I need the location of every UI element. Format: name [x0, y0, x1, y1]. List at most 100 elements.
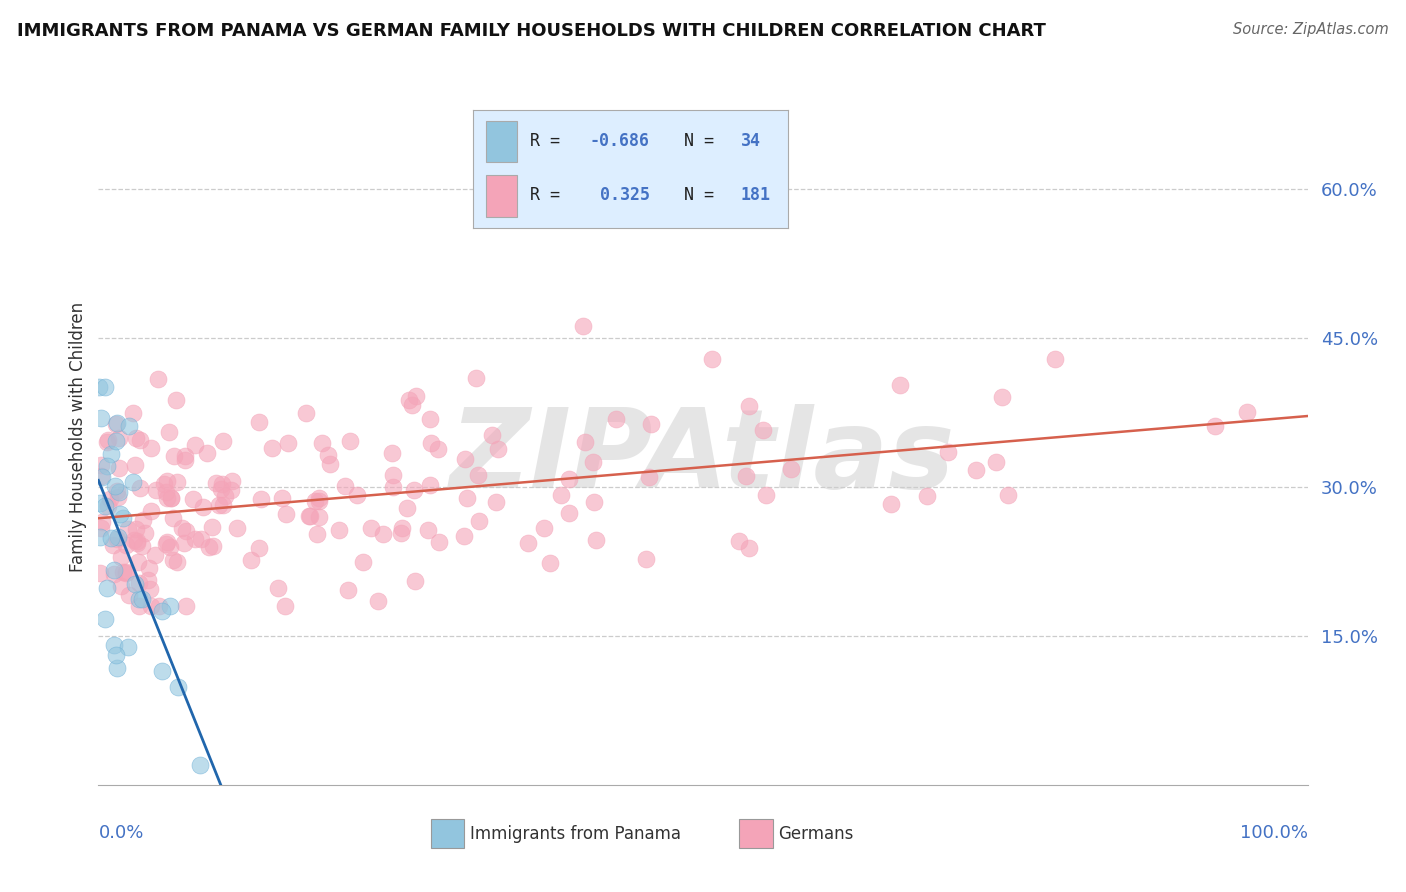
Point: [190, 532, 212, 546]
Point: [141, 504, 163, 518]
Point: [250, 492, 273, 507]
Point: [267, 581, 290, 595]
Point: [247, 541, 270, 555]
Point: [240, 553, 263, 567]
Point: [308, 494, 330, 508]
Point: [201, 539, 224, 553]
Point: [316, 448, 339, 462]
Point: [128, 575, 150, 590]
Point: [127, 533, 149, 548]
Point: [124, 577, 146, 591]
Point: [335, 479, 357, 493]
Point: [108, 461, 131, 475]
Point: [115, 538, 138, 552]
Point: [104, 479, 127, 493]
Point: [139, 441, 162, 455]
Point: [700, 351, 723, 366]
Point: [389, 526, 412, 541]
Point: [404, 574, 426, 589]
Point: [990, 390, 1012, 404]
Point: [105, 416, 128, 430]
Point: [134, 526, 156, 541]
Point: [304, 493, 326, 508]
Point: [381, 446, 404, 460]
Point: [308, 491, 330, 506]
Point: [155, 484, 177, 499]
Point: [150, 604, 173, 618]
Point: [105, 484, 128, 499]
Point: [754, 488, 776, 502]
Point: [105, 661, 128, 675]
Point: [131, 539, 153, 553]
Point: [90, 468, 112, 483]
Point: [276, 507, 298, 521]
Point: [585, 533, 607, 548]
Point: [174, 453, 197, 467]
Point: [195, 446, 218, 460]
Point: [1236, 405, 1258, 419]
Point: [181, 492, 204, 507]
Point: [148, 372, 170, 386]
Point: [538, 556, 561, 570]
Point: [162, 511, 184, 525]
Point: [156, 491, 179, 505]
Point: [163, 449, 186, 463]
Point: [557, 472, 579, 486]
Point: [105, 533, 128, 547]
Point: [209, 483, 232, 497]
Point: [141, 599, 163, 613]
Point: [90, 411, 112, 425]
Point: [997, 487, 1019, 501]
Text: 0.0%: 0.0%: [98, 824, 143, 842]
Point: [936, 444, 959, 458]
Text: Source: ZipAtlas.com: Source: ZipAtlas.com: [1233, 22, 1389, 37]
Point: [889, 378, 911, 392]
Point: [188, 758, 211, 772]
Point: [89, 530, 111, 544]
Point: [456, 491, 478, 506]
Point: [572, 318, 595, 333]
Point: [311, 436, 333, 450]
Point: [110, 550, 132, 565]
Point: [319, 457, 342, 471]
Point: [465, 370, 488, 384]
Text: 100.0%: 100.0%: [1240, 824, 1308, 842]
Point: [184, 532, 207, 546]
Point: [111, 511, 134, 525]
Point: [100, 531, 122, 545]
Point: [103, 638, 125, 652]
Point: [636, 552, 658, 566]
Point: [734, 468, 756, 483]
Point: [605, 412, 627, 426]
Point: [167, 680, 190, 694]
Point: [127, 536, 149, 550]
Point: [328, 524, 350, 538]
Point: [138, 561, 160, 575]
Point: [485, 495, 508, 509]
Point: [191, 500, 214, 514]
Point: [420, 435, 443, 450]
Point: [339, 434, 361, 449]
Point: [93, 499, 115, 513]
Point: [173, 536, 195, 550]
Point: [136, 573, 159, 587]
Point: [96, 434, 118, 449]
Point: [124, 431, 146, 445]
Point: [337, 583, 360, 598]
Point: [640, 417, 662, 431]
Point: [122, 406, 145, 420]
Point: [159, 599, 181, 614]
Point: [1045, 351, 1067, 366]
Point: [752, 423, 775, 437]
Point: [129, 433, 152, 447]
Point: [360, 521, 382, 535]
Point: [121, 475, 143, 490]
Point: [481, 428, 503, 442]
Point: [143, 548, 166, 562]
Point: [298, 508, 321, 523]
Point: [965, 463, 987, 477]
Point: [419, 478, 441, 492]
Point: [156, 474, 179, 488]
Point: [298, 509, 321, 524]
Point: [211, 477, 233, 491]
